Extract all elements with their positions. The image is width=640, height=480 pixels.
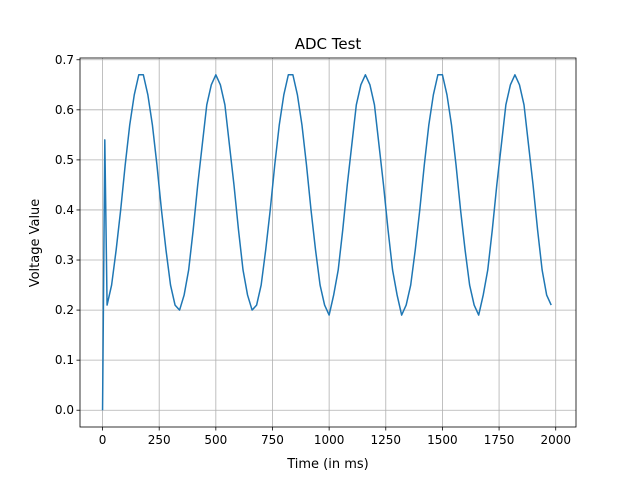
x-tick-label: 750 — [261, 433, 284, 447]
y-tick-label: 0.1 — [55, 353, 74, 367]
x-tick-label: 1500 — [427, 433, 458, 447]
x-axis-label: Time (in ms) — [286, 457, 369, 472]
x-tick-label: 1000 — [314, 433, 345, 447]
x-tick-label: 1250 — [371, 433, 402, 447]
y-tick-label: 0.6 — [55, 103, 74, 117]
y-tick-label: 0.5 — [55, 153, 74, 167]
data-line — [101, 74, 552, 411]
y-tick-label: 0.2 — [55, 303, 74, 317]
y-tick-label: 0.3 — [55, 253, 74, 267]
x-tick-label: 2000 — [540, 433, 571, 447]
x-tick-label: 0 — [99, 433, 107, 447]
x-tick-label: 250 — [148, 433, 171, 447]
y-tick-label: 0.0 — [55, 403, 74, 417]
x-tick-label: 500 — [204, 433, 227, 447]
x-tick-label: 1750 — [484, 433, 515, 447]
chart-title: ADC Test — [295, 35, 362, 53]
y-tick-label: 0.4 — [55, 203, 74, 217]
y-axis-label: Voltage Value — [28, 199, 43, 288]
plot-frame — [79, 57, 577, 428]
y-tick-label: 0.7 — [55, 53, 74, 67]
